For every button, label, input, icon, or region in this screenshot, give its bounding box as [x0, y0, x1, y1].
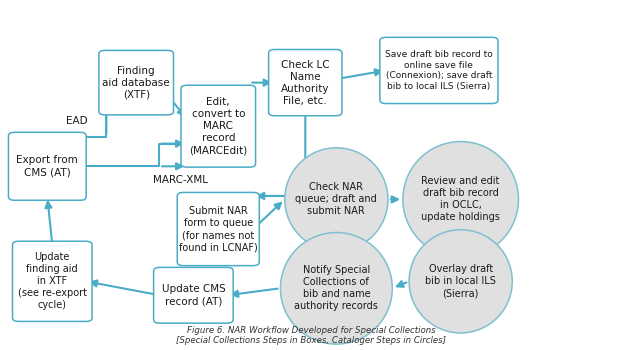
Ellipse shape [280, 232, 392, 344]
Text: Check NAR
queue; draft and
submit NAR: Check NAR queue; draft and submit NAR [295, 182, 378, 216]
Text: MARC-XML: MARC-XML [153, 175, 209, 185]
Text: EAD: EAD [65, 116, 87, 126]
Text: Figure 6. NAR Workflow Developed for Special Collections
[Special Collections St: Figure 6. NAR Workflow Developed for Spe… [176, 326, 447, 345]
Ellipse shape [403, 141, 518, 257]
FancyBboxPatch shape [269, 49, 342, 116]
Text: Save draft bib record to
online save file
(Connexion); save draft
bib to local I: Save draft bib record to online save fil… [385, 50, 493, 91]
Text: Update CMS
record (AT): Update CMS record (AT) [161, 284, 226, 306]
FancyBboxPatch shape [181, 85, 255, 167]
FancyBboxPatch shape [12, 241, 92, 321]
FancyBboxPatch shape [154, 267, 233, 323]
Text: Review and edit
draft bib record
in OCLC,
update holdings: Review and edit draft bib record in OCLC… [421, 176, 500, 222]
Text: Submit NAR
form to queue
(for names not
found in LCNAF): Submit NAR form to queue (for names not … [179, 206, 258, 252]
Text: Update
finding aid
in XTF
(see re-export
cycle): Update finding aid in XTF (see re-export… [18, 252, 87, 310]
FancyBboxPatch shape [99, 50, 173, 115]
FancyBboxPatch shape [177, 193, 259, 266]
Ellipse shape [285, 148, 388, 251]
Text: Notify Special
Collections of
bib and name
authority records: Notify Special Collections of bib and na… [295, 265, 378, 311]
Text: Edit,
convert to
MARC
record
(MARCEdit): Edit, convert to MARC record (MARCEdit) [189, 97, 247, 155]
Text: Overlay draft
bib in local ILS
(Sierra): Overlay draft bib in local ILS (Sierra) [426, 264, 496, 298]
Ellipse shape [409, 230, 512, 333]
Text: Finding
aid database
(XTF): Finding aid database (XTF) [102, 65, 170, 100]
Text: Check LC
Name
Authority
File, etc.: Check LC Name Authority File, etc. [281, 60, 330, 106]
Text: Export from
CMS (AT): Export from CMS (AT) [16, 155, 78, 177]
FancyBboxPatch shape [380, 37, 498, 104]
FancyBboxPatch shape [9, 132, 86, 200]
